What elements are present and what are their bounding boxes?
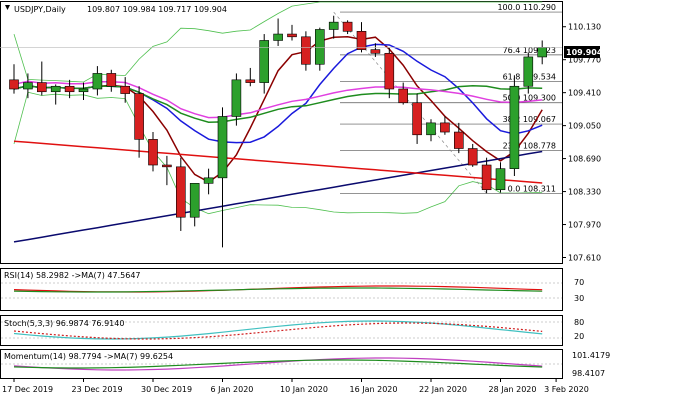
time-axis-label: 6 Jan 2020 [211,385,254,394]
momentum-tick-low: 98.4107 [572,369,605,378]
stoch-label: Stoch(5,3,3) 96.9874 76.9140 [4,319,124,328]
rsi-label: RSI(14) 58.2982 ->MA(7) 47.5647 [4,271,141,280]
candle-body [273,33,283,41]
price-axis-label: 108.330 [568,188,601,197]
candle-body [78,88,89,93]
fib-level-label: 0.0 108.311 [508,184,556,193]
fib-level-label: 38.2 109.067 [503,115,556,124]
candle-body [189,183,200,218]
candle-body [523,56,534,87]
candle-body [370,49,381,54]
dropdown-triangle-icon [5,5,10,10]
price-axis-label: 110.130 [568,23,601,32]
candle-body [245,79,256,83]
stoch-signal-line [13,322,543,340]
candle-body [314,29,325,65]
time-axis-label: 3 Feb 2020 [544,385,589,394]
chart-header-symbol: USDJPY,Daily [14,5,66,14]
candle-body [217,116,228,179]
candle-body [23,82,33,90]
current-price-tag [564,46,600,58]
sma-red-line [13,140,543,184]
candle-body [203,177,214,184]
candle-body [440,122,450,133]
time-axis-label: 28 Jan 2020 [489,385,537,394]
candle-body [495,168,506,191]
price-panel [0,1,563,264]
candle-body [259,40,270,83]
time-axis-label: 22 Jan 2020 [419,385,467,394]
rsi-ma-line [13,287,543,293]
price-axis-label: 108.690 [568,155,601,164]
candle-body [356,31,367,50]
candle-body [162,164,172,168]
candle-body [64,85,75,93]
stoch-main-line [13,320,543,340]
candle-body [509,85,520,169]
candle-body [537,47,548,58]
candle-body [412,102,422,136]
candle-body [148,139,158,166]
bollinger-lower [13,91,543,215]
rsi-tick-70: 70 [574,278,584,287]
candle-body [134,93,144,140]
candle-body [398,88,409,104]
rsi-tick-30: 30 [574,294,584,303]
candle-body [176,166,186,218]
candle-body [384,52,395,90]
current-price-label: 109.904 [566,48,603,57]
price-axis-label: 107.610 [568,254,601,263]
time-axis-label: 16 Jan 2020 [350,385,398,394]
candle-body [481,164,492,191]
time-axis-label: 17 Dec 2019 [2,385,53,394]
candle-body [92,73,103,90]
price-axis-label: 109.050 [568,122,601,131]
price-axis-label: 107.970 [568,221,601,230]
price-axis-label: 109.770 [568,56,601,65]
candle-body [328,21,339,30]
candle-body [342,21,353,32]
fib-level-label: 76.4 109.823 [503,46,556,55]
fib-level-label: 100.0 110.290 [497,3,556,12]
time-axis-label: 23 Dec 2019 [72,385,123,394]
candle-body [9,79,19,90]
candle-body [36,82,47,93]
stoch-tick-20: 20 [574,332,584,341]
stoch-tick-80: 80 [574,318,584,327]
candle-body [467,148,478,166]
fib-level-label: 50.0 109.300 [503,94,556,103]
candle-body [453,131,464,149]
time-axis-label: 10 Jan 2020 [280,385,328,394]
fib-level-label: 23.6 108.778 [503,142,556,151]
candle-body [106,73,117,87]
candle-body [120,85,130,94]
candle-body [301,36,311,65]
momentum-tick-high: 101.4179 [572,351,610,360]
candle-body [287,33,297,38]
price-axis-label: 109.410 [568,89,601,98]
candle-body [231,79,242,117]
momentum-line [13,357,543,371]
momentum-ma-line [13,359,543,369]
momentum-label: Momentum(14) 98.7794 ->MA(7) 99.6254 [4,352,173,361]
candle-body [426,122,436,136]
sma-navy-line [13,150,543,243]
candle-body [50,85,61,93]
time-axis-label: 30 Dec 2019 [141,385,192,394]
chart-header-ohlc: 109.807 109.984 109.717 109.904 [87,5,227,14]
